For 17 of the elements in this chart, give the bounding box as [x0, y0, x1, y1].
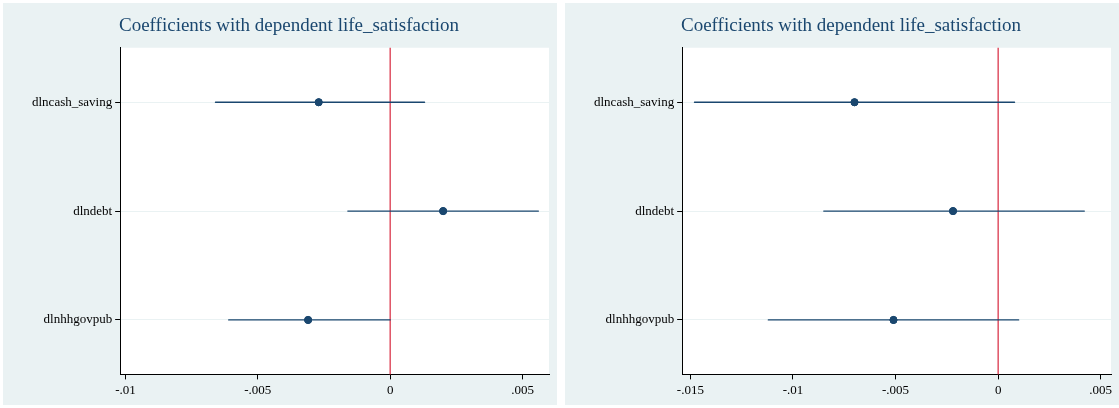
- y-tick-label: dlncash_saving: [594, 93, 675, 109]
- x-tick-label: 0: [386, 381, 394, 397]
- y-tick-label: dlndebt: [73, 202, 113, 218]
- x-tick-label: -.005: [882, 381, 910, 397]
- x-tick-label: .005: [1089, 381, 1113, 397]
- y-tick-label: dlnhhgovpub: [605, 311, 675, 327]
- chart-title: Coefficients with dependent life_satisfaction: [119, 14, 460, 36]
- y-tick-label: dlncash_saving: [32, 93, 113, 109]
- x-tick-label: -.015: [676, 381, 704, 397]
- x-tick-label: -.01: [115, 381, 136, 397]
- y-tick-label: dlndebt: [635, 202, 675, 218]
- x-tick-label: -.01: [782, 381, 804, 397]
- x-tick-label: .005: [511, 381, 534, 397]
- y-tick-label: dlnhhgovpub: [43, 311, 113, 327]
- x-tick-label: 0: [994, 381, 1002, 397]
- x-tick-label: -.005: [244, 381, 272, 397]
- chart-title: Coefficients with dependent life_satisfaction: [681, 14, 1022, 36]
